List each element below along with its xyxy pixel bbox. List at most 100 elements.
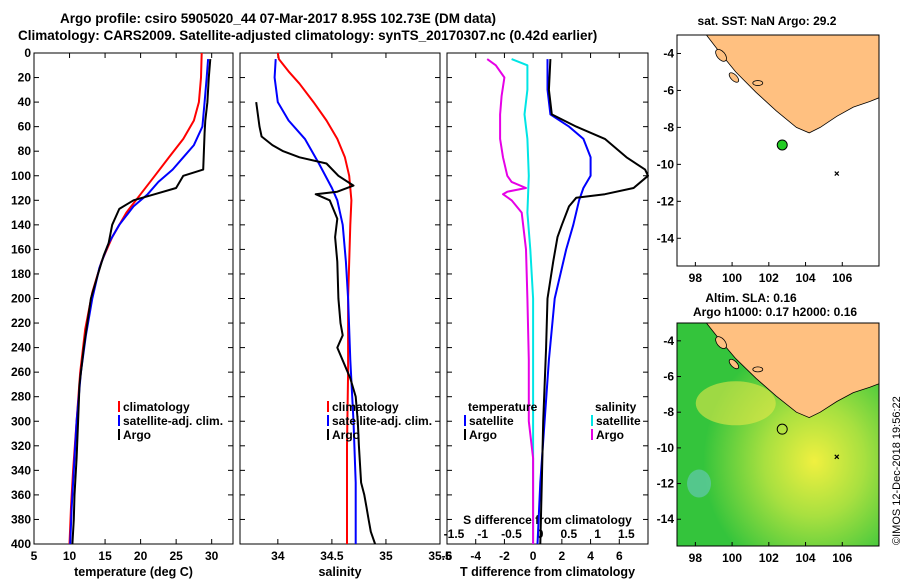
y-tick-label-380: 380: [11, 512, 31, 526]
island-b-sla_map: [728, 358, 740, 370]
map-y-tick-label-sst_map--6: -6: [663, 83, 674, 97]
x-tick-label-temperature-25: 25: [169, 549, 183, 563]
xlabel-temperature: temperature (deg C): [74, 565, 193, 579]
land-sumatra-sla_map: [705, 322, 880, 419]
figure-title-line1: Argo profile: csiro 5905020_44 07-Mar-20…: [60, 11, 496, 26]
island-b-sst_map: [728, 72, 740, 83]
x-tick-label-salinity-35.5: 35.5: [428, 549, 452, 563]
series-line-difference-s-argo: [486, 58, 535, 544]
map-frame-sla_map: [676, 322, 880, 547]
series-line-difference-t-argo: [539, 59, 649, 545]
legend-salinity-label-2: Argo: [332, 428, 360, 442]
x-tick-label-temperature-20: 20: [134, 549, 148, 563]
y-tick-label-340: 340: [11, 463, 31, 477]
legend-diff-temperature-heading: temperature: [468, 400, 538, 414]
series-line-salinity-argo: [255, 101, 377, 545]
sla-low-anomaly-sla_map: [687, 469, 712, 498]
map-y-tick-label-sst_map--4: -4: [663, 46, 674, 60]
x-tick-label-salinity-35: 35: [379, 549, 393, 563]
island-a-sst_map: [715, 48, 727, 62]
x-tick-label-difference--2: -2: [499, 549, 510, 563]
s-axis-label: S difference from climatology: [463, 513, 632, 527]
y-tick-label-220: 220: [11, 316, 31, 330]
map-y-tick-label-sla_map--6: -6: [663, 370, 674, 384]
map-x-tick-label-sla_map-102: 102: [759, 551, 779, 565]
map-frame-sst_map: [676, 34, 880, 267]
map-y-tick-label-sst_map--14: -14: [657, 231, 675, 245]
s-tick-label-6: 1.5: [618, 527, 635, 541]
y-tick-label-120: 120: [11, 193, 31, 207]
y-tick-label-140: 140: [11, 218, 31, 232]
map-y-tick-label-sst_map--10: -10: [657, 157, 675, 171]
series-line-temperature-satellite-adj-clim-: [69, 59, 210, 545]
x-tick-label-difference-2: 2: [559, 549, 566, 563]
map-y-tick-label-sst_map--8: -8: [663, 120, 674, 134]
x-tick-label-temperature-30: 30: [205, 549, 219, 563]
y-tick-label-160: 160: [11, 242, 31, 256]
argo-position-marker-sst_map: [776, 139, 788, 151]
x-tick-label-difference--6: -6: [442, 549, 453, 563]
s-tick-label-1: -1: [477, 527, 488, 541]
map-x-tick-label-sst_map-102: 102: [759, 271, 779, 285]
cross-marker-sst_map: [834, 171, 840, 177]
land-sumatra-sst_map: [705, 34, 880, 134]
xlabel-difference: T difference from climatology: [460, 565, 635, 579]
series-line-temperature-climatology: [68, 52, 203, 545]
y-tick-label-360: 360: [11, 488, 31, 502]
island-enggano-sst_map: [752, 80, 764, 86]
y-tick-label-0: 0: [24, 46, 31, 60]
y-tick-label-320: 320: [11, 439, 31, 453]
s-tick-label-2: -0.5: [501, 527, 522, 541]
legend-diff-s-sat-label: satellite: [596, 414, 641, 428]
y-tick-label-40: 40: [18, 95, 32, 109]
map-title-sst: sat. SST: NaN Argo: 29.2: [698, 14, 837, 28]
x-tick-label-difference-0: 0: [530, 549, 537, 563]
legend-salinity-label-1: satellite-adj. clim.: [332, 414, 432, 428]
map-y-tick-label-sst_map--12: -12: [657, 194, 675, 208]
series-line-salinity-climatology: [276, 52, 353, 544]
map-x-tick-label-sst_map-100: 100: [722, 271, 742, 285]
map-title-sla: Altim. SLA: 0.16: [705, 291, 797, 305]
legend-temperature-label-2: Argo: [123, 428, 151, 442]
y-tick-label-260: 260: [11, 365, 31, 379]
y-tick-label-80: 80: [18, 144, 32, 158]
map-y-tick-label-sla_map--10: -10: [657, 441, 675, 455]
legend-diff-t-argo-label: Argo: [469, 428, 497, 442]
map-x-tick-label-sla_map-106: 106: [832, 551, 852, 565]
series-line-temperature-argo: [71, 59, 212, 545]
x-tick-label-salinity-34.5: 34.5: [320, 549, 344, 563]
x-tick-label-temperature-10: 10: [63, 549, 77, 563]
y-tick-label-100: 100: [11, 169, 31, 183]
sla-high-anomaly-sla_map: [695, 381, 776, 426]
series-line-difference-t-satellite: [536, 59, 592, 545]
legend-diff-salinity-heading: salinity: [595, 400, 637, 414]
cross-marker-sla_map: [834, 454, 840, 460]
series-line-salinity-satellite-adj-clim-: [273, 59, 357, 544]
xlabel-salinity: salinity: [318, 565, 361, 579]
map-x-tick-label-sst_map-106: 106: [832, 271, 852, 285]
map-x-tick-label-sla_map-104: 104: [796, 551, 816, 565]
s-tick-label-4: 0.5: [561, 527, 578, 541]
legend-salinity-label-0: climatology: [332, 400, 399, 414]
y-tick-label-20: 20: [18, 71, 32, 85]
map-subtitle-sla: Argo h1000: 0.17 h2000: 0.16: [693, 305, 857, 319]
figure-title-line2: Climatology: CARS2009. Satellite-adjuste…: [18, 28, 598, 43]
y-tick-label-60: 60: [18, 120, 32, 134]
x-tick-label-difference-4: 4: [587, 549, 594, 563]
island-a-sla_map: [715, 336, 727, 349]
x-tick-label-temperature-5: 5: [31, 549, 38, 563]
map-y-tick-label-sla_map--8: -8: [663, 405, 674, 419]
map-y-tick-label-sla_map--14: -14: [657, 512, 675, 526]
x-tick-label-difference-6: 6: [616, 549, 623, 563]
y-tick-label-400: 400: [11, 537, 31, 551]
y-tick-label-300: 300: [11, 414, 31, 428]
legend-diff-t-sat-label: satellite: [469, 414, 514, 428]
island-enggano-sla_map: [752, 366, 764, 373]
map-x-tick-label-sla_map-100: 100: [722, 551, 742, 565]
map-y-tick-label-sla_map--4: -4: [663, 334, 674, 348]
y-tick-label-200: 200: [11, 292, 31, 306]
s-tick-label-0: -1.5: [444, 527, 465, 541]
map-x-tick-label-sst_map-104: 104: [796, 271, 816, 285]
legend-temperature-label-1: satellite-adj. clim.: [123, 414, 223, 428]
x-tick-label-salinity-34: 34: [271, 549, 285, 563]
